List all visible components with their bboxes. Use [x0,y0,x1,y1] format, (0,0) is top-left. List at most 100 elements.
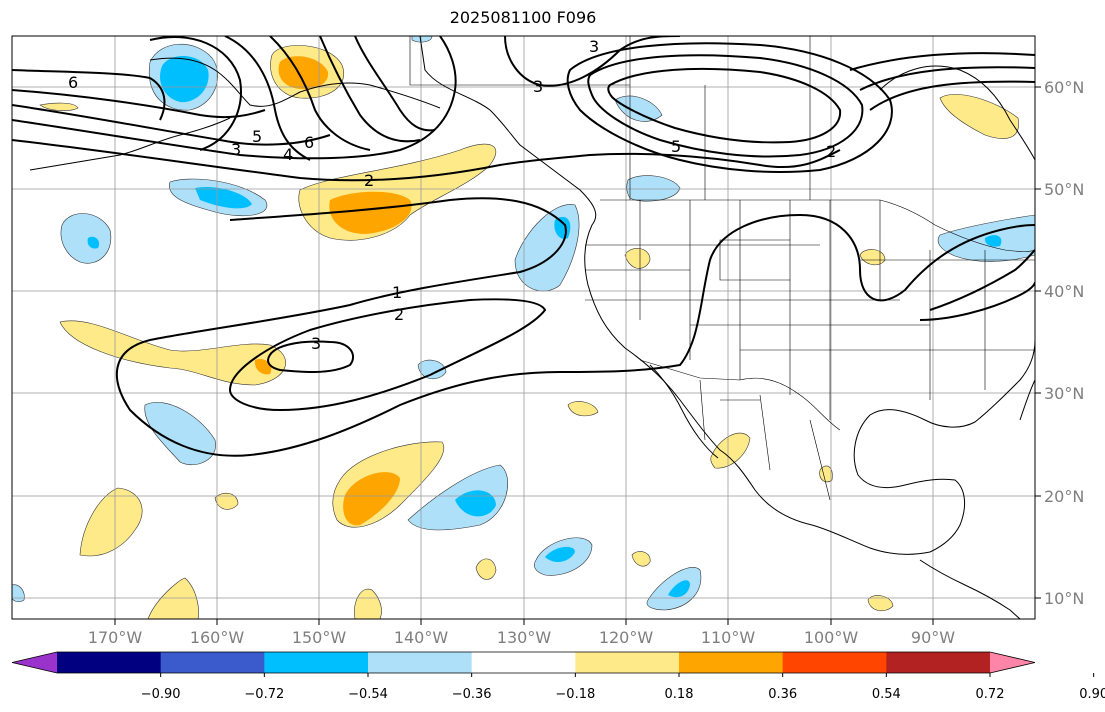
colorbar-segment [782,652,887,673]
contour-3-west [12,36,457,160]
contour-low-east-3 [869,80,1035,111]
contour-label: 5 [671,137,681,156]
colorbar-tick-label: −0.90 [141,687,181,702]
lat-label: 40°N [1044,282,1084,301]
lon-label: 130°W [497,628,552,647]
contour-label: 6 [68,73,78,92]
negative-anomaly-far-west [12,584,25,602]
contour-label: 2 [364,171,374,190]
contour-3-loop [266,340,355,374]
positive-anomaly-small7 [624,248,651,269]
lon-label: 100°W [804,628,859,647]
negative-anomaly-tropic2-core [545,546,575,563]
longitude-labels: 170°W 160°W 150°W 140°W 130°W 120°W 110°… [88,628,955,647]
contour-bering-1 [149,36,242,151]
contour-east-trough [929,249,1035,311]
us-states-grid [585,200,1035,420]
contour-low-canada-2 [587,54,864,158]
contour-low-east [849,52,1035,71]
aleutians [29,117,231,171]
negative-anomaly-west-core [87,236,100,249]
contour-label: 3 [231,140,241,159]
contour-6-west [12,69,166,121]
positive-anomaly-tropic-core [343,472,400,526]
colorbar-segment [160,652,265,673]
contour-label: 3 [533,77,543,96]
contour-low-canada-1 [566,42,893,173]
contour-4-west [12,104,331,146]
negative-anomaly-bering-core [160,55,209,103]
negative-anomaly-small1 [417,359,447,379]
north-america-coast [419,36,1035,555]
contour-bering-2 [224,36,311,161]
contour-label: 3 [311,334,321,353]
positive-anomaly-small13 [39,102,79,111]
colorbar-segment [264,652,369,673]
contour-east-trough-2 [919,281,1035,321]
colorbar-tick-label: −0.36 [452,687,492,702]
contour-label: 1 [392,283,402,302]
colorbar-segment [368,652,473,673]
colorbar-tick-label: 0.90 [1079,687,1105,702]
baja-coast [649,364,719,459]
contour-1-band [116,197,1035,457]
lon-label: 110°W [701,628,756,647]
colorbar-tick-label: 0.54 [872,687,901,702]
colorbar-segment [886,652,991,673]
contour-label: 2 [394,305,404,324]
lat-label: 10°N [1044,589,1084,608]
alaska-coast [149,57,441,109]
anomaly-fill [12,36,1035,619]
colorbar-segment [57,652,162,673]
contour-bering-4 [319,36,421,143]
contour-label: 2 [826,142,836,161]
contour-low-canada-3 [607,67,842,144]
latitude-labels: 60°N 50°N 40°N 30°N 20°N 10°N [1044,78,1084,608]
contour-3-north [504,36,681,87]
lon-label: 120°W [599,628,654,647]
colorbar: −0.90 −0.72 −0.54 −0.36 −0.18 0.18 0.36 0.54 0.7… [11,651,1105,702]
positive-anomaly-subtropic [59,320,286,386]
lat-label: 50°N [1044,180,1084,199]
lat-label: 20°N [1044,487,1084,506]
colorbar-tick-label: 0.18 [665,687,694,702]
lon-label: 90°W [911,628,955,647]
colorbar-segments [11,651,1036,674]
positive-anomaly-small5 [631,551,651,567]
positive-anomaly-small2 [214,492,239,510]
contour-bering-3 [269,36,371,151]
contour-low-east-2 [859,66,1035,91]
colorbar-tick-label: −0.72 [244,687,284,702]
negative-anomaly-hawaii [144,402,216,466]
mexico-states [699,379,831,501]
tick-marks [114,86,1041,625]
coastlines [29,36,1035,619]
colorbar-tick-label: 0.36 [768,687,797,702]
hudson-bay-coast [879,65,1035,161]
positive-anomaly-small10 [867,595,894,612]
contour-2-band [228,298,547,412]
positive-anomaly-small12 [354,588,382,619]
positive-anomaly-gulf-core [329,191,412,234]
colorbar-tick-label: 0.72 [976,687,1005,702]
positive-anomaly-small11 [147,577,199,619]
positive-anomaly-small4 [567,401,599,417]
map-title: 2025081100 F096 [449,8,597,27]
height-contours [12,36,1035,457]
lat-label: 60°N [1044,78,1084,97]
colorbar-segment [679,652,784,673]
colorbar-segment [575,652,680,673]
colorbar-segment [471,652,576,673]
us-mexico-border [639,359,841,431]
lon-label: 170°W [88,628,143,647]
map-panel: 6 5 6 3 4 2 3 3 5 2 1 2 3 [12,36,1035,619]
positive-anomaly-hudson [939,94,1019,139]
colorbar-outline [11,651,1036,674]
contour-label: 4 [283,145,293,164]
contour-5-west [12,89,266,119]
positive-anomaly-small9 [819,465,833,483]
positive-anomaly-subtropic-core [254,359,272,375]
positive-anomaly-small1 [79,487,143,557]
lon-label: 150°W [292,628,347,647]
